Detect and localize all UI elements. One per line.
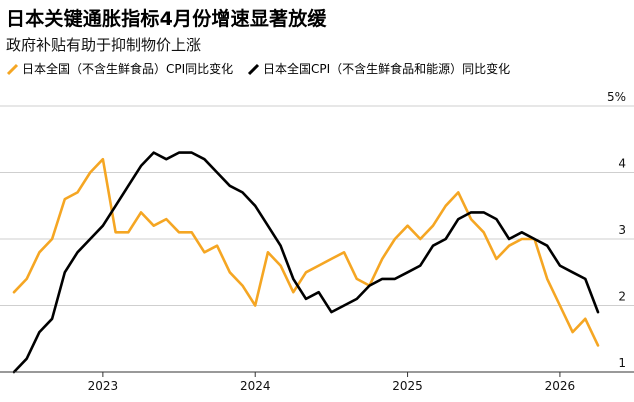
grid-lines <box>0 105 634 373</box>
series-line-core-core-cpi <box>12 151 600 374</box>
legend-label-core-cpi: 日本全国（不含生鲜食品）CPI同比变化 <box>22 62 234 76</box>
legend-item-core-cpi: 日本全国（不含生鲜食品）CPI同比变化 <box>6 60 233 77</box>
y-axis: 5% 4 3 2 1 <box>607 90 626 370</box>
legend-item-core-core-cpi: 日本全国CPI（不含生鲜食品和能源）同比变化 <box>247 60 510 77</box>
y-tick-label: 4 <box>618 157 626 171</box>
y-tick-label: 3 <box>618 223 626 237</box>
series-lines <box>12 151 600 374</box>
chart-title: 日本关键通胀指标4月份增速显著放缓 <box>6 8 327 30</box>
series-line-core-cpi <box>12 157 600 347</box>
x-tick-label: 2023 <box>88 379 119 393</box>
legend-swatch-black <box>247 63 260 75</box>
x-tick-label: 2025 <box>392 379 423 393</box>
legend: 日本全国（不含生鲜食品）CPI同比变化 日本全国CPI（不含生鲜食品和能源）同比… <box>6 60 520 79</box>
x-tick-label: 2024 <box>240 379 271 393</box>
y-tick-label: 1 <box>618 356 626 370</box>
legend-swatch-orange <box>6 63 19 75</box>
y-tick-label: 2 <box>618 290 626 304</box>
y-tick-label: 5% <box>607 90 626 104</box>
chart-subtitle: 政府补贴有助于抑制物价上涨 <box>6 36 202 54</box>
x-tick-label: 2026 <box>545 379 576 393</box>
x-axis: 2023 2024 2025 2026 <box>0 371 634 393</box>
legend-label-core-core-cpi: 日本全国CPI（不含生鲜食品和能源）同比变化 <box>262 62 511 76</box>
